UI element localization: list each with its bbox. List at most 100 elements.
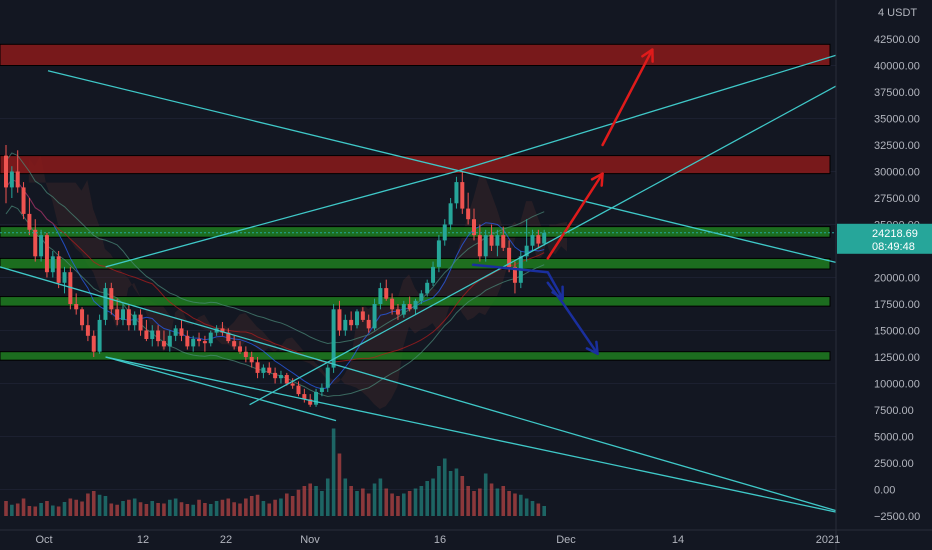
candle-body <box>489 235 494 246</box>
volume-bar <box>495 488 500 516</box>
blue-arrow[interactable] <box>471 263 564 300</box>
candle-body <box>243 351 248 357</box>
volume-bar <box>91 491 96 516</box>
volume-bar <box>413 488 418 516</box>
volume-bar <box>407 491 412 516</box>
volume-bar <box>314 486 318 516</box>
volume-bar <box>279 498 283 516</box>
candle-body <box>80 309 85 326</box>
volume-bar <box>156 503 160 516</box>
volume-bar <box>536 503 541 516</box>
candle-body <box>261 367 266 373</box>
red-zone <box>0 155 831 175</box>
candle-body <box>4 155 8 188</box>
y-tick-label: 37500.00 <box>874 87 920 99</box>
candle-body <box>208 332 213 344</box>
candle-body <box>390 298 395 310</box>
candle-body <box>501 235 506 248</box>
base-line <box>5 178 545 364</box>
candle-body <box>68 272 73 304</box>
candle-body <box>308 399 313 405</box>
candle-body <box>238 346 242 352</box>
trendline[interactable] <box>249 75 855 406</box>
x-tick-label: Oct <box>35 534 52 546</box>
candle-body <box>179 328 184 336</box>
x-tick-label: 12 <box>137 534 149 546</box>
candle-body <box>419 293 424 301</box>
volume-bar <box>331 428 336 516</box>
trendline[interactable] <box>105 356 337 422</box>
candle-body <box>138 314 143 331</box>
red-arrow[interactable] <box>601 48 654 147</box>
volume-bar <box>185 504 190 516</box>
green-zone <box>0 226 831 238</box>
x-tick-label: Nov <box>300 534 320 546</box>
candle-body <box>267 367 272 373</box>
candle-body <box>273 372 278 379</box>
y-tick-label: 10000.00 <box>874 379 920 391</box>
candle-body <box>460 182 465 209</box>
volume-bar <box>103 496 108 516</box>
x-tick-label: 16 <box>434 534 446 546</box>
volume-bar <box>267 503 272 516</box>
volume-bar <box>56 506 61 516</box>
y-tick-label: 17500.00 <box>874 299 920 311</box>
y-tick-label: −2500.00 <box>874 511 920 523</box>
red-arrow[interactable] <box>546 172 604 260</box>
current-price-badge <box>837 223 932 254</box>
volume-bar <box>62 502 67 516</box>
candle-body <box>372 304 377 329</box>
candle-body <box>121 309 125 320</box>
candle-body <box>536 235 541 244</box>
candle-body <box>542 232 547 244</box>
volume-bar <box>343 478 348 516</box>
trendline[interactable] <box>0 266 855 517</box>
trendline[interactable] <box>105 170 457 268</box>
time-scale-panel[interactable] <box>0 530 932 550</box>
y-tick-label: 27500.00 <box>874 193 920 205</box>
volume-bar <box>150 501 155 516</box>
candle-body <box>284 375 289 384</box>
blue-arrow[interactable] <box>546 281 599 356</box>
volume-bar <box>244 498 248 516</box>
volume-bar <box>454 468 459 516</box>
candle-body <box>278 375 283 379</box>
volume-bar <box>308 483 312 516</box>
volume-bar <box>390 493 394 516</box>
conversion-line <box>5 178 545 390</box>
candle-body <box>144 330 149 339</box>
candle-body <box>325 367 330 388</box>
candle-body <box>431 266 436 283</box>
candle-body <box>507 247 512 267</box>
candle-body <box>378 288 383 304</box>
volume-bar <box>285 493 289 516</box>
trendline[interactable] <box>455 48 855 173</box>
volume-bar <box>33 506 38 516</box>
volume-bar <box>396 496 400 516</box>
candle-body <box>395 309 400 315</box>
volume-bar <box>168 499 172 516</box>
candle-body <box>220 328 225 333</box>
volume-bar <box>372 483 377 516</box>
trendline[interactable] <box>47 70 855 268</box>
x-axis-labels: Oct 12 22 Nov 16 Dec 14 2021 <box>35 534 840 546</box>
volume-bar <box>4 501 8 516</box>
y-tick-label: 32500.00 <box>874 140 920 152</box>
candle-body <box>33 229 38 257</box>
volume-bar <box>290 496 295 516</box>
volume-bar <box>208 504 213 516</box>
candle-body <box>296 385 301 395</box>
volume-bar <box>27 506 32 516</box>
candle-body <box>349 319 354 326</box>
volume-bar <box>378 478 383 516</box>
price-scale-panel[interactable] <box>836 0 932 530</box>
red-zone <box>0 43 831 66</box>
volume-bar <box>249 496 254 516</box>
candle-countdown-label: 08:49:48 <box>872 241 915 253</box>
candle-body <box>197 338 202 342</box>
trendline[interactable] <box>105 356 855 517</box>
volume-bar <box>226 498 231 516</box>
candle-body <box>156 330 161 342</box>
candle-body <box>202 341 207 344</box>
